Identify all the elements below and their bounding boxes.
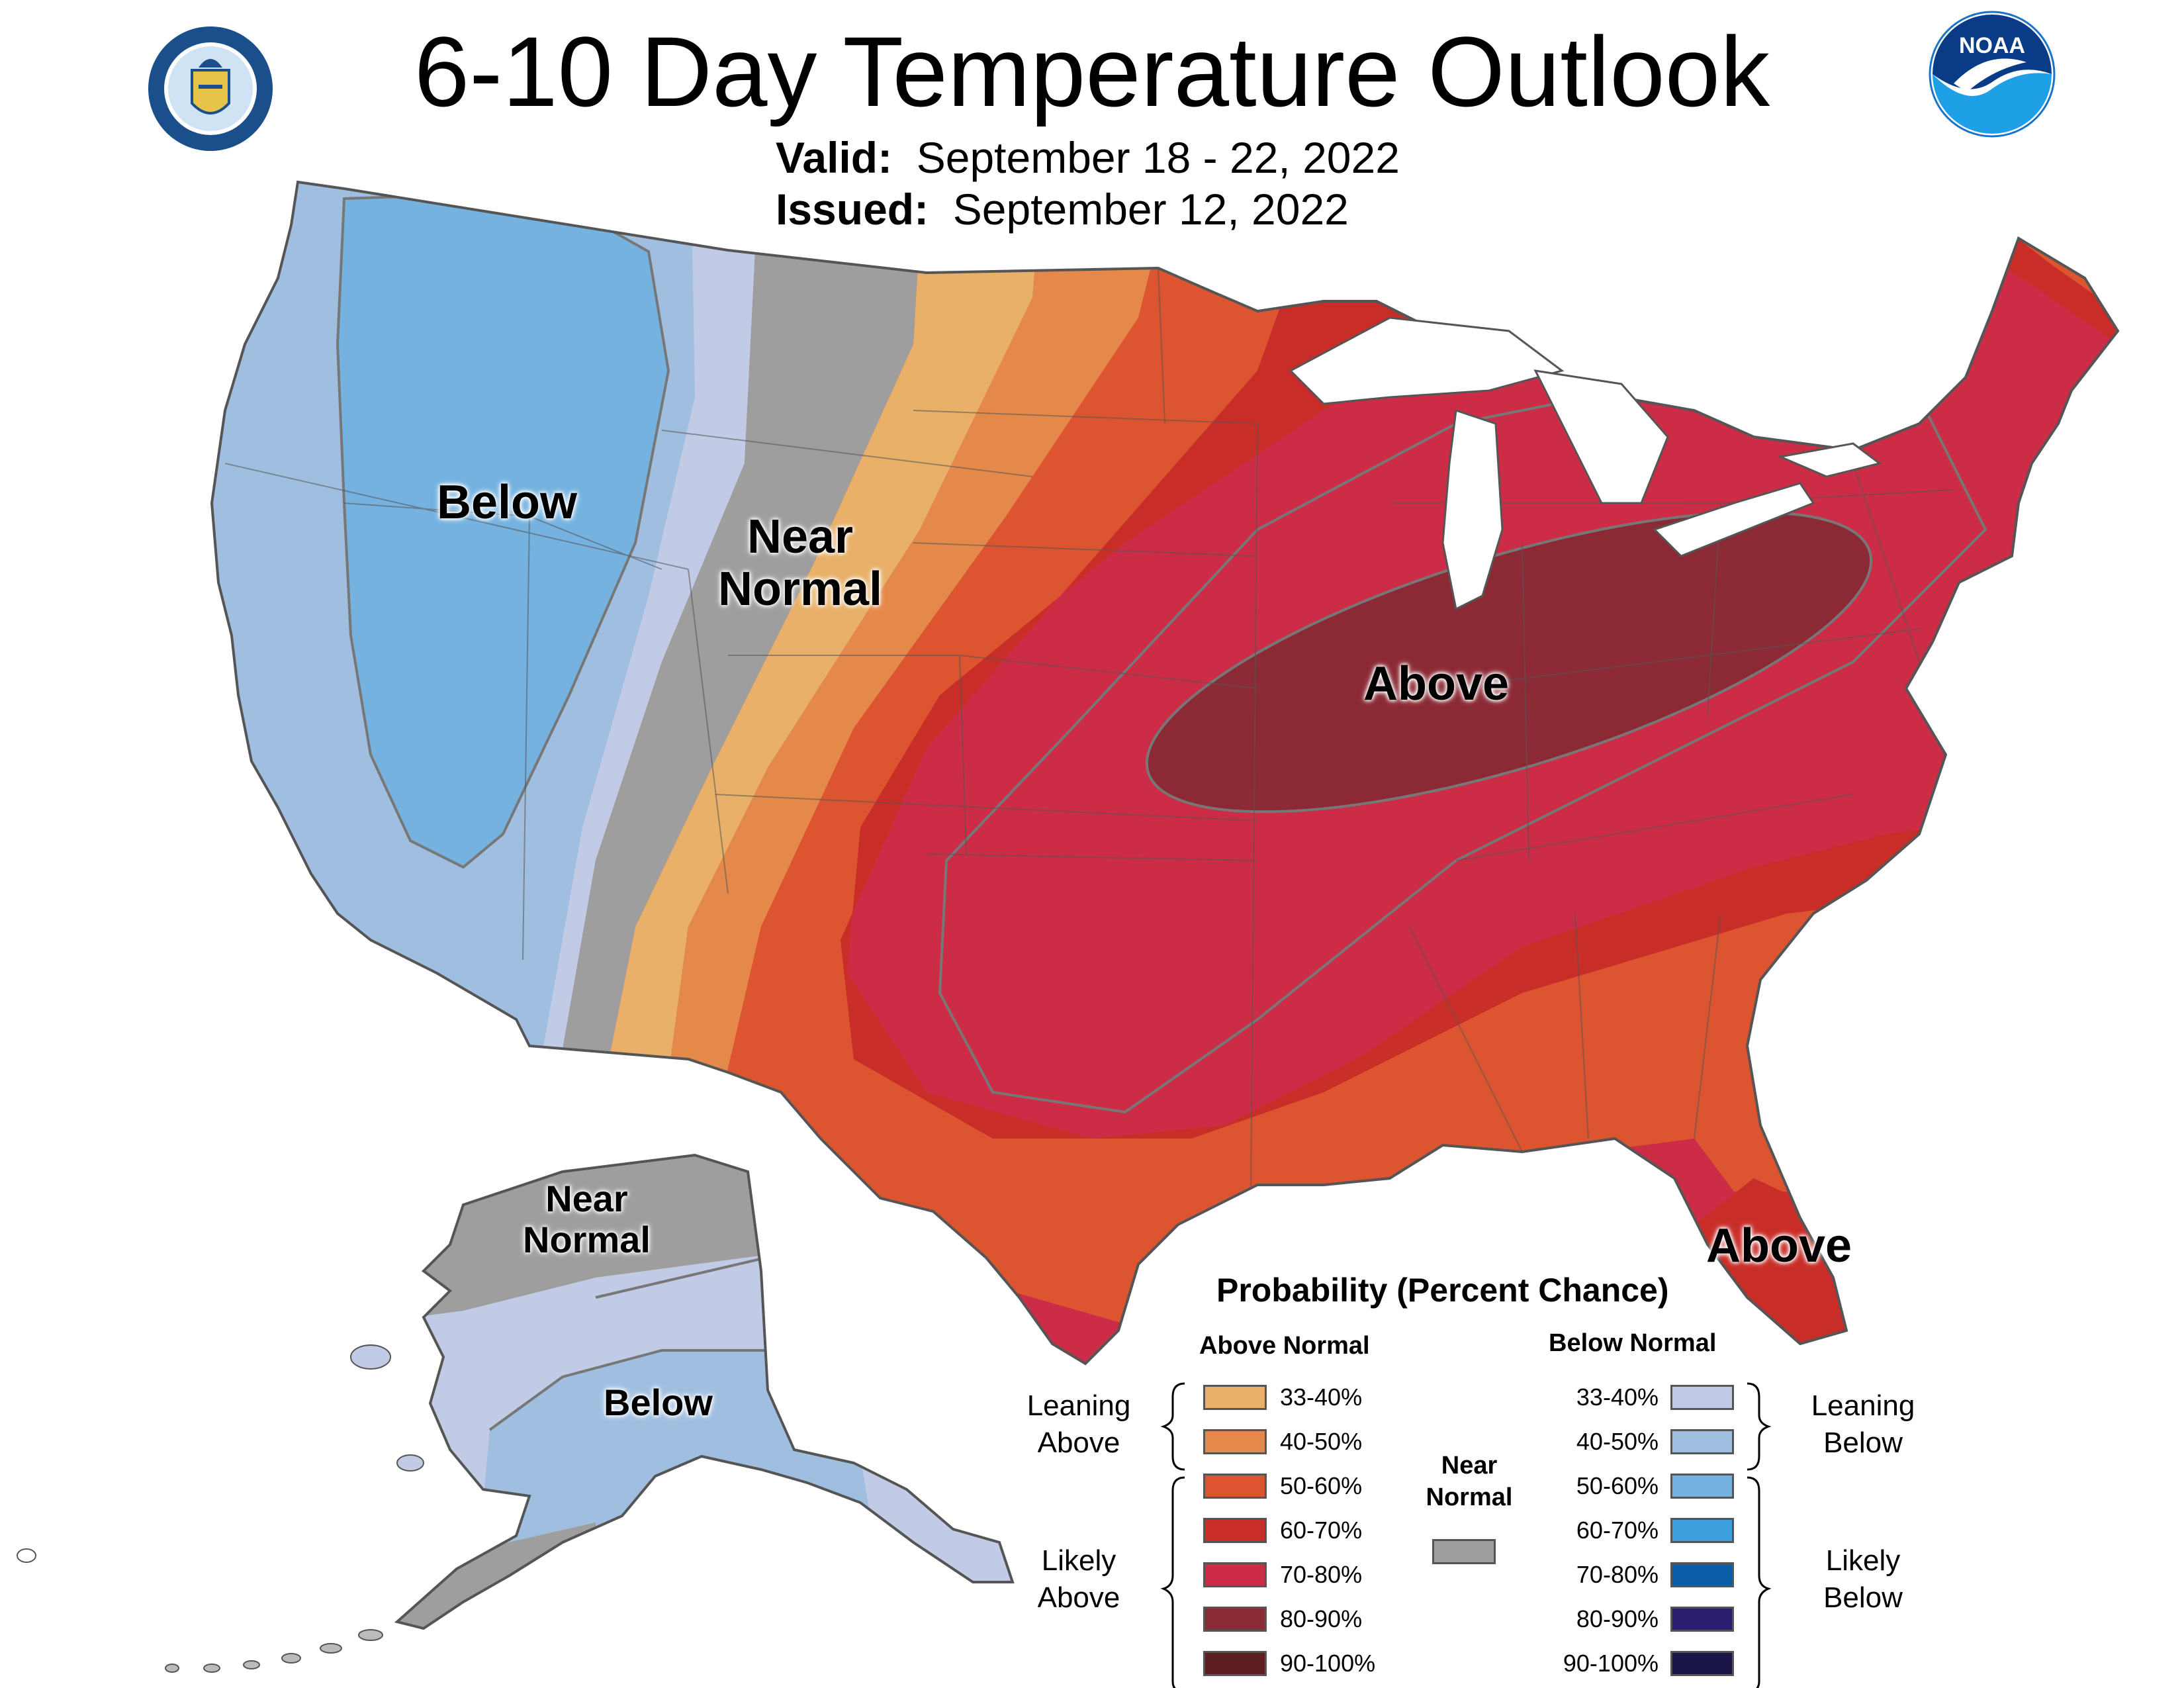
region-label-florida-above: Above xyxy=(1706,1219,1852,1272)
legend-leaning-above: Leaning Above xyxy=(1026,1389,1131,1459)
issued-date: Issued: September 12, 2022 xyxy=(776,183,1349,236)
legend-swatch-below-3 xyxy=(1670,1518,1734,1543)
valid-value: September 18 - 22, 2022 xyxy=(916,133,1400,182)
region-label-west-below: Below xyxy=(437,476,578,529)
legend-swatch-above-2 xyxy=(1203,1474,1267,1499)
legend-swatch-above-5 xyxy=(1203,1607,1267,1632)
region-label-near-normal: Near Normal xyxy=(718,510,883,616)
legend-label-above-6: 90-100% xyxy=(1280,1650,1376,1677)
legend-below-header: Below Normal xyxy=(1549,1329,1717,1357)
region-label-midwest-above: Above xyxy=(1363,657,1510,710)
legend-swatch-above-0 xyxy=(1203,1385,1267,1410)
legend-likely-above: Likely Above xyxy=(1037,1544,1120,1614)
legend-above-header: Above Normal xyxy=(1199,1332,1370,1360)
great-lakes xyxy=(1289,316,1882,611)
legend-leaning-below: Leaning Below xyxy=(1811,1389,1915,1459)
legend-label-above-4: 70-80% xyxy=(1280,1561,1363,1588)
legend-swatch-near-normal xyxy=(1432,1539,1496,1564)
legend-swatch-above-6 xyxy=(1203,1651,1267,1676)
legend-label-above-5: 80-90% xyxy=(1280,1605,1363,1632)
legend-swatch-below-1 xyxy=(1670,1429,1734,1454)
page-title: 6-10 Day Temperature Outlook xyxy=(414,16,1770,127)
department-of-commerce-seal-icon xyxy=(148,26,273,151)
legend-label-below-5: 80-90% xyxy=(1576,1605,1659,1632)
region-label-normal: Normal xyxy=(718,563,883,616)
legend-label-below-3: 60-70% xyxy=(1576,1517,1659,1544)
legend-label-below-4: 70-80% xyxy=(1576,1561,1659,1588)
legend-label-above-3: 60-70% xyxy=(1280,1517,1363,1544)
alaska-label-near-normal: Near Normal xyxy=(523,1178,651,1260)
noaa-text: NOAA xyxy=(1959,33,2025,58)
legend-label-below-2: 50-60% xyxy=(1576,1472,1659,1499)
noaa-logo-icon: NOAA xyxy=(1929,11,2056,138)
legend-swatch-above-1 xyxy=(1203,1429,1267,1454)
alaska-label-near: Near xyxy=(545,1178,628,1219)
legend-brackets xyxy=(1160,1382,1772,1688)
legend-near-normal: Near Normal xyxy=(1426,1452,1513,1511)
region-label-near: Near xyxy=(747,510,854,563)
alaska-label-below: Below xyxy=(604,1382,713,1423)
legend-title: Probability (Percent Chance) xyxy=(1216,1272,1669,1309)
legend-label-above-1: 40-50% xyxy=(1280,1428,1363,1455)
legend-label-below-0: 33-40% xyxy=(1576,1383,1659,1411)
issued-value: September 12, 2022 xyxy=(952,185,1349,234)
legend-label-below-1: 40-50% xyxy=(1576,1428,1659,1455)
legend-label-above-0: 33-40% xyxy=(1280,1383,1363,1411)
legend-label-below-6: 90-100% xyxy=(1563,1650,1659,1677)
issued-label: Issued: xyxy=(776,185,929,234)
legend-swatch-above-3 xyxy=(1203,1518,1267,1543)
valid-dates: Valid: September 18 - 22, 2022 xyxy=(776,131,1400,184)
legend-swatch-below-5 xyxy=(1670,1607,1734,1632)
legend-swatch-below-2 xyxy=(1670,1474,1734,1499)
legend-swatch-below-0 xyxy=(1670,1385,1734,1410)
legend-label-above-2: 50-60% xyxy=(1280,1472,1363,1499)
valid-label: Valid: xyxy=(776,133,893,182)
legend-swatch-below-4 xyxy=(1670,1562,1734,1587)
legend-swatch-below-6 xyxy=(1670,1651,1734,1676)
legend-likely-below: Likely Below xyxy=(1823,1544,1903,1614)
legend-swatch-above-4 xyxy=(1203,1562,1267,1587)
alaska-label-normal: Normal xyxy=(523,1218,651,1260)
